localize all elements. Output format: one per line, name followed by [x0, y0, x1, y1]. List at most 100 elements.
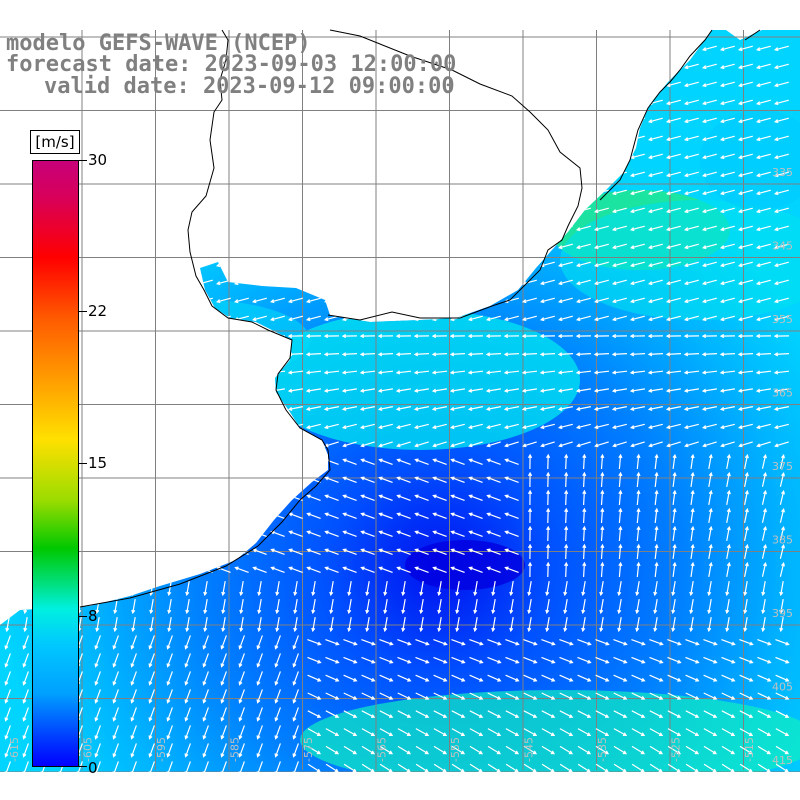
wind-arrow — [665, 406, 682, 411]
wind-arrow — [504, 512, 519, 519]
wind-arrow — [576, 441, 591, 448]
wind-arrow — [593, 45, 609, 52]
wind-arrow — [719, 406, 736, 411]
wind-arrow — [683, 63, 699, 70]
wind-arrow — [197, 406, 214, 411]
wind-arrow — [22, 689, 29, 704]
wind-arrow — [779, 471, 785, 487]
lon-label: -585 — [229, 737, 242, 762]
wind-arrow — [539, 171, 555, 178]
wind-arrow — [432, 566, 447, 573]
wind-arrow — [0, 441, 15, 448]
wind-arrow — [233, 297, 249, 304]
wind-arrow — [161, 279, 177, 286]
wind-arrow — [629, 315, 645, 322]
wind-arrow — [306, 494, 321, 501]
wind-arrow — [396, 566, 411, 573]
wind-arrow — [557, 388, 573, 393]
wind-arrow — [755, 81, 771, 88]
wind-arrow — [505, 656, 520, 664]
wind-arrow — [341, 297, 357, 304]
wind-arrow — [23, 616, 28, 633]
wind-arrow — [773, 352, 790, 357]
wind-arrow — [775, 710, 790, 718]
wind-arrow — [593, 153, 609, 160]
wind-speed-patches — [90, 110, 800, 790]
wind-arrow — [629, 243, 645, 250]
wind-arrow — [450, 458, 465, 465]
wind-arrow — [523, 728, 538, 736]
wind-arrow — [629, 45, 645, 52]
wind-arrow — [773, 261, 789, 268]
wind-arrow — [539, 279, 555, 286]
wind-arrow — [275, 598, 280, 615]
wind-arrow — [527, 616, 532, 633]
wind-arrow — [329, 580, 334, 597]
wind-arrow — [545, 598, 550, 615]
wind-arrow — [125, 423, 141, 430]
wind-arrow — [0, 530, 15, 537]
wind-arrow — [744, 453, 749, 470]
wind-arrow — [269, 117, 285, 124]
wind-arrow — [396, 458, 411, 465]
wind-arrow — [112, 725, 119, 740]
wind-arrow — [202, 725, 209, 740]
wind-arrow — [485, 388, 501, 393]
wind-arrow — [485, 315, 501, 322]
wind-arrow — [779, 453, 785, 469]
wind-arrow — [629, 81, 645, 88]
wind-arrow — [611, 423, 627, 430]
wind-arrow — [89, 207, 105, 214]
wind-arrow — [683, 297, 699, 304]
wind-arrow — [419, 616, 424, 633]
wind-arrow — [485, 370, 502, 375]
wind-arrow — [288, 458, 303, 465]
wind-arrow — [527, 507, 533, 524]
wind-arrow — [307, 728, 322, 736]
wind-arrow — [467, 63, 483, 70]
wind-arrow — [107, 333, 124, 339]
wind-arrow — [179, 189, 195, 196]
wind-arrow — [325, 674, 340, 682]
wind-arrow — [22, 725, 29, 740]
colorbar-tick-label: 30 — [88, 151, 108, 169]
wind-arrow — [419, 598, 424, 615]
wind-arrow — [413, 189, 429, 196]
wind-arrow — [323, 388, 339, 393]
wind-arrow — [719, 243, 735, 250]
wind-arrow — [341, 261, 357, 268]
wind-arrow — [739, 674, 754, 682]
wind-arrow — [631, 763, 645, 773]
wind-arrow — [755, 315, 771, 322]
wind-arrow — [558, 441, 573, 448]
wind-arrow — [779, 616, 784, 633]
wind-arrow — [161, 406, 178, 411]
wind-arrow — [396, 494, 411, 501]
wind-arrow — [130, 635, 137, 650]
wind-arrow — [541, 745, 556, 755]
wind-arrow — [107, 370, 124, 375]
wind-arrow — [575, 261, 591, 268]
wind-arrow — [744, 471, 749, 488]
wind-arrow — [307, 710, 322, 718]
wind-arrow — [629, 370, 646, 375]
wind-arrow — [144, 566, 159, 573]
wind-arrow — [323, 135, 339, 142]
wind-arrow — [701, 279, 717, 286]
wind-arrow — [347, 616, 352, 633]
wind-arrow — [233, 406, 250, 411]
wind-arrow — [773, 63, 789, 70]
wind-arrow — [559, 639, 574, 646]
wind-arrow — [737, 189, 753, 196]
wind-arrow — [629, 207, 645, 214]
wind-arrow — [287, 153, 303, 160]
wind-arrow — [743, 598, 748, 615]
wind-arrow — [131, 580, 136, 597]
wind-arrow — [359, 388, 375, 393]
wind-arrow — [341, 225, 357, 232]
wind-arrow — [378, 566, 393, 573]
wind-arrow — [113, 598, 118, 615]
wind-arrow — [323, 333, 340, 339]
wind-arrow — [179, 279, 195, 286]
wind-arrow — [473, 580, 478, 597]
